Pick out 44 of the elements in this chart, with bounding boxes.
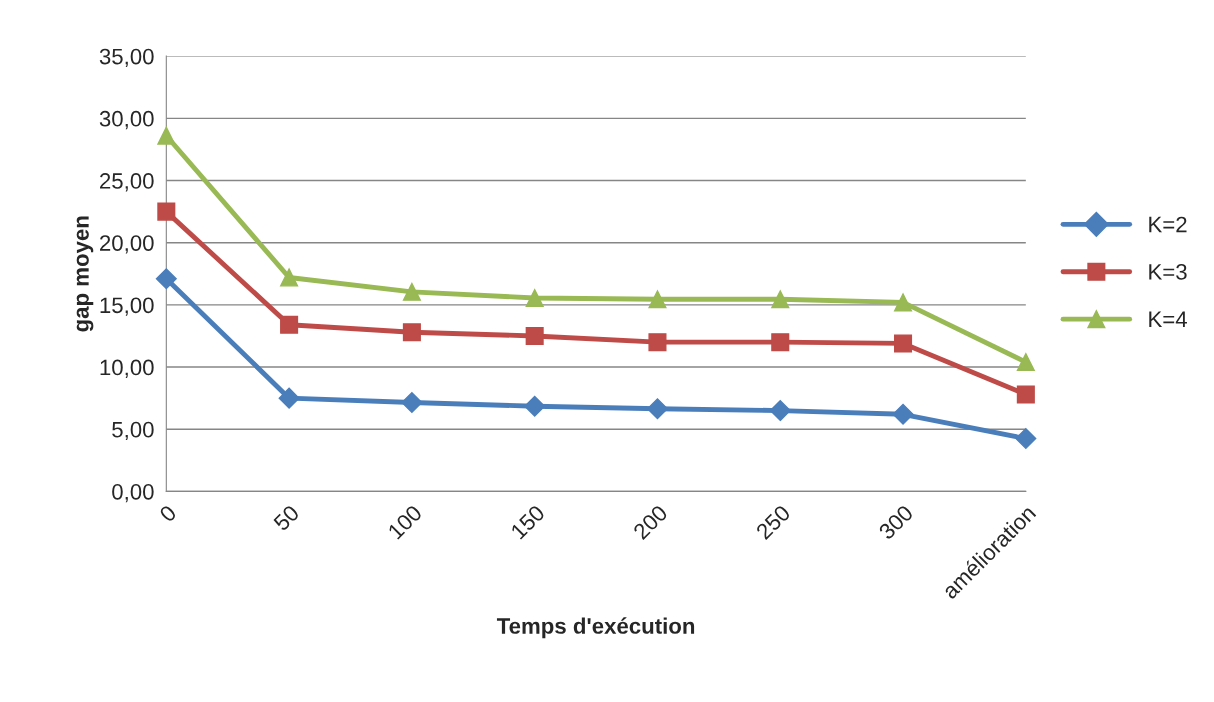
point [771, 290, 790, 309]
point [892, 403, 914, 425]
point [155, 268, 177, 290]
point [1015, 428, 1037, 450]
point [157, 202, 176, 221]
y-tick-label: 10,00 [100, 359, 154, 378]
point [1016, 385, 1035, 404]
point [278, 387, 300, 409]
y-tick-label: 35,00 [99, 48, 154, 68]
point [402, 323, 421, 342]
x-tick-label: 150 [510, 504, 546, 540]
legend-label: K=2 [1149, 216, 1187, 233]
x-tick-label: 300 [877, 504, 914, 541]
point [280, 315, 299, 334]
point [525, 289, 544, 308]
point [648, 290, 667, 309]
legend-label: K=3 [1149, 264, 1187, 280]
point [894, 293, 913, 312]
point [1016, 353, 1035, 372]
point [280, 268, 299, 287]
point [646, 398, 668, 420]
y-tick-label: 0,00 [112, 483, 154, 503]
x-tick-label: 50 [272, 504, 301, 532]
point [525, 326, 544, 345]
x-tick-label: 250 [755, 504, 792, 541]
x-axis-title: Temps d'exécution [496, 617, 695, 639]
point [157, 126, 176, 145]
y-tick-label: 15,00 [100, 297, 154, 316]
point [648, 333, 667, 352]
legend-label: K=4 [1149, 311, 1187, 327]
point [402, 282, 421, 301]
point [401, 391, 423, 414]
y-tick-label: 25,00 [100, 173, 154, 192]
y-tick-label: 5,00 [112, 421, 154, 441]
y-tick-label: 20,00 [100, 235, 154, 254]
y-axis-title: gap moyen [76, 216, 94, 332]
x-tick-label: 200 [632, 504, 669, 541]
point [894, 334, 913, 353]
point [771, 333, 790, 352]
x-tick-label: 100 [387, 504, 423, 540]
point [524, 395, 546, 417]
y-tick-label: 30,00 [99, 110, 154, 130]
x-tick-label: 0 [158, 504, 178, 523]
point [769, 400, 791, 422]
